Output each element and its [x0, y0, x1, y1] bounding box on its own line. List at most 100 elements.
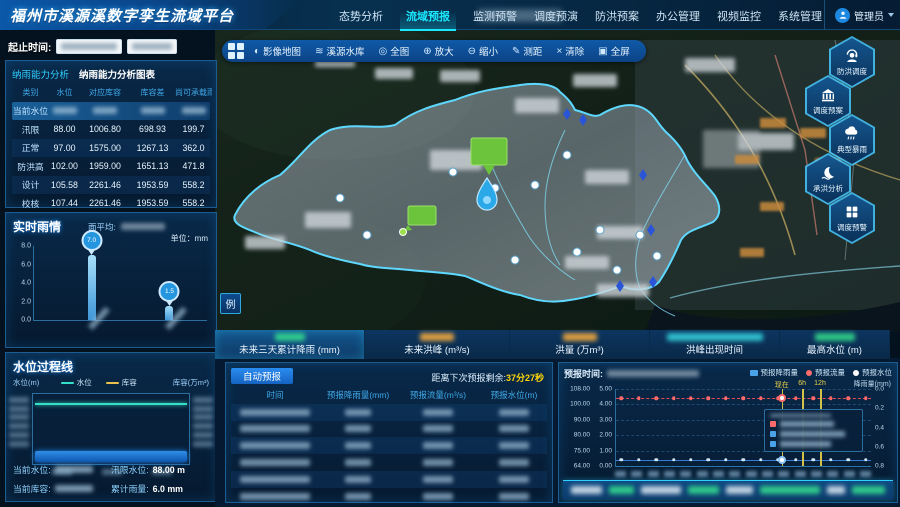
toolbar-clear-button[interactable]: × 清除	[550, 44, 590, 59]
level-axis-tick: 100.00	[570, 400, 590, 408]
level-point	[636, 458, 641, 462]
auto-forecast-table: 时间 预报降雨量(mm) 预报流量(m³/s) 预报水位(m)	[231, 387, 547, 500]
green-flag-marker-2[interactable]	[399, 205, 437, 236]
toolbar-fullscreen-button[interactable]: ▣ 全屏	[592, 44, 635, 59]
rain-axis-label: 降雨量(mm)	[853, 381, 891, 388]
tooltip-row	[769, 421, 857, 428]
x-label-blur	[794, 471, 806, 477]
row-label: 校核	[21, 198, 40, 209]
hex-inner: 调度预警	[831, 194, 873, 242]
time-marker-label: 现在	[774, 382, 789, 389]
river-lines	[484, 129, 686, 317]
forecast-chart-panel: 预报时间: 预报降雨量 预报流量 预报水位 降雨量(mm) 108.00 100.00…	[558, 362, 898, 503]
toolbar-full-map-button[interactable]: ◎ 全图	[372, 44, 415, 59]
tab-capacity-chart[interactable]: 纳雨能力分析图表	[79, 70, 156, 81]
forecast-time-value-blur	[607, 369, 699, 377]
y-tick-blur-left	[9, 440, 29, 447]
toolbar-button-label: 影像地图	[263, 47, 302, 58]
table-row	[231, 437, 547, 455]
stat-item: 汛限水位: 88.00 m	[111, 463, 209, 476]
user-menu[interactable]: 管理员	[824, 0, 894, 30]
flow-point	[794, 396, 798, 400]
forecast-tab-3[interactable]: 洪量 (万m³)	[510, 330, 650, 359]
green-flag-marker-1[interactable]	[470, 137, 508, 175]
tooltip-value-blur	[779, 421, 835, 428]
blurred-value	[140, 107, 165, 115]
clear-icon: ×	[556, 45, 563, 57]
toolbar-measure-button[interactable]: ✎ 测距	[506, 44, 548, 59]
flow-point	[863, 396, 868, 400]
cell-value: 107.44	[51, 198, 78, 209]
nav-item-2[interactable]: 流域预报	[400, 0, 456, 31]
time-marker-label: 6h	[798, 380, 807, 387]
tooltip-row	[769, 441, 857, 448]
forecast-time-label: 预报时间:	[564, 368, 603, 379]
tooltip-value-blur	[779, 441, 831, 448]
stat-label: 当前水位:	[13, 465, 51, 475]
forecast-tab-5[interactable]: 最高水位 (m)	[780, 330, 890, 359]
cell-value: 1953.59	[136, 198, 169, 209]
station-markers[interactable]	[335, 108, 662, 292]
flow-axis-tick: 3.00	[599, 416, 612, 424]
y-tick: 6.0	[21, 261, 31, 268]
nav-item-8[interactable]: 系统管理	[778, 10, 822, 23]
forecast-tab-1[interactable]: 未来三天累计降雨 (mm)	[215, 330, 365, 359]
forecast-tab-4[interactable]: 洪峰出现时间	[650, 330, 780, 359]
blurred-cell	[240, 442, 310, 450]
nav-item-4[interactable]: 调度预演	[534, 10, 578, 23]
y-tick-blur-right	[193, 405, 213, 412]
level-axis-tick: 80.00	[573, 431, 590, 439]
row-label: 防洪高	[17, 161, 44, 172]
end-time-input[interactable]	[127, 38, 178, 54]
y-tick-blur-left	[9, 405, 29, 412]
cell-value: 1267.13	[136, 142, 169, 153]
stat-value-blur	[54, 466, 93, 473]
nav-item-5[interactable]: 防洪预案	[595, 10, 639, 23]
y-tick: 8.0	[21, 242, 31, 250]
cell-value: 2261.46	[89, 198, 121, 209]
toolbar-zoom-in-button[interactable]: ⊕ 放大	[417, 44, 459, 59]
x-label-blur	[663, 471, 675, 477]
map-canvas[interactable]	[215, 30, 900, 332]
tab-label: 最高水位 (m)	[807, 345, 862, 356]
layers-grid-icon[interactable]	[226, 43, 246, 59]
hex-button-flood[interactable]: 承洪分析	[805, 153, 851, 205]
hex-button-dispatch[interactable]: 防洪调度	[829, 36, 875, 88]
hex-button-warning[interactable]: 调度预警	[829, 192, 875, 244]
grid-line	[616, 466, 871, 467]
capacity-table-header: 类别 水位 对应库容 库容差尚可承载雨量	[12, 83, 213, 102]
tooltip-title-blur	[769, 414, 832, 418]
forecast-chart-legend: 预报降雨量 预报流量 预报水位	[749, 367, 892, 378]
x-label-blur	[647, 471, 659, 477]
watershed-boundary[interactable]	[233, 82, 721, 303]
auto-forecast-button[interactable]: 自动预报	[231, 368, 294, 384]
tab-label: 洪峰出现时间	[685, 345, 743, 356]
forecast-tab-2[interactable]: 未来洪峰 (m³/s)	[365, 330, 510, 359]
nav-item-6[interactable]: 办公管理	[656, 10, 700, 23]
nav-item-1[interactable]: 态势分析	[339, 10, 383, 23]
stat-value-blur	[54, 485, 93, 492]
nav-item-7[interactable]: 视频监控	[717, 10, 761, 23]
stat-blur	[688, 486, 720, 494]
hex-inner: 典型暴雨	[831, 116, 873, 164]
cell-value: 199.7	[182, 124, 205, 135]
stat-value: 6.0 mm	[152, 483, 183, 494]
stat-blur	[852, 486, 885, 494]
start-time-input[interactable]	[56, 38, 123, 54]
level-point	[724, 458, 728, 462]
hex-button-storm[interactable]: 典型暴雨	[829, 114, 875, 166]
map-legend-button[interactable]: 例	[220, 293, 241, 314]
nav-item-3[interactable]: 监测预警	[473, 10, 517, 23]
tab-value-blur	[562, 333, 597, 341]
x-tick-blur	[101, 469, 122, 475]
tab-capacity-analysis[interactable]: 纳雨能力分析	[12, 70, 70, 81]
tooltip-value-blur	[779, 431, 845, 438]
toolbar-zoom-out-button[interactable]: ⊖ 缩小	[462, 44, 504, 59]
grid-line	[616, 435, 871, 437]
hex-button-plan[interactable]: 调度预案	[805, 75, 851, 127]
reservoir-drop-marker[interactable]	[476, 176, 498, 211]
toolbar-reservoir-button[interactable]: ≋ 溪源水库	[309, 44, 370, 59]
chart-tooltip[interactable]	[763, 409, 864, 453]
y-tick-blur-right	[193, 440, 213, 447]
toolbar-globe-button[interactable]: ◐ 影像地图	[248, 44, 307, 59]
